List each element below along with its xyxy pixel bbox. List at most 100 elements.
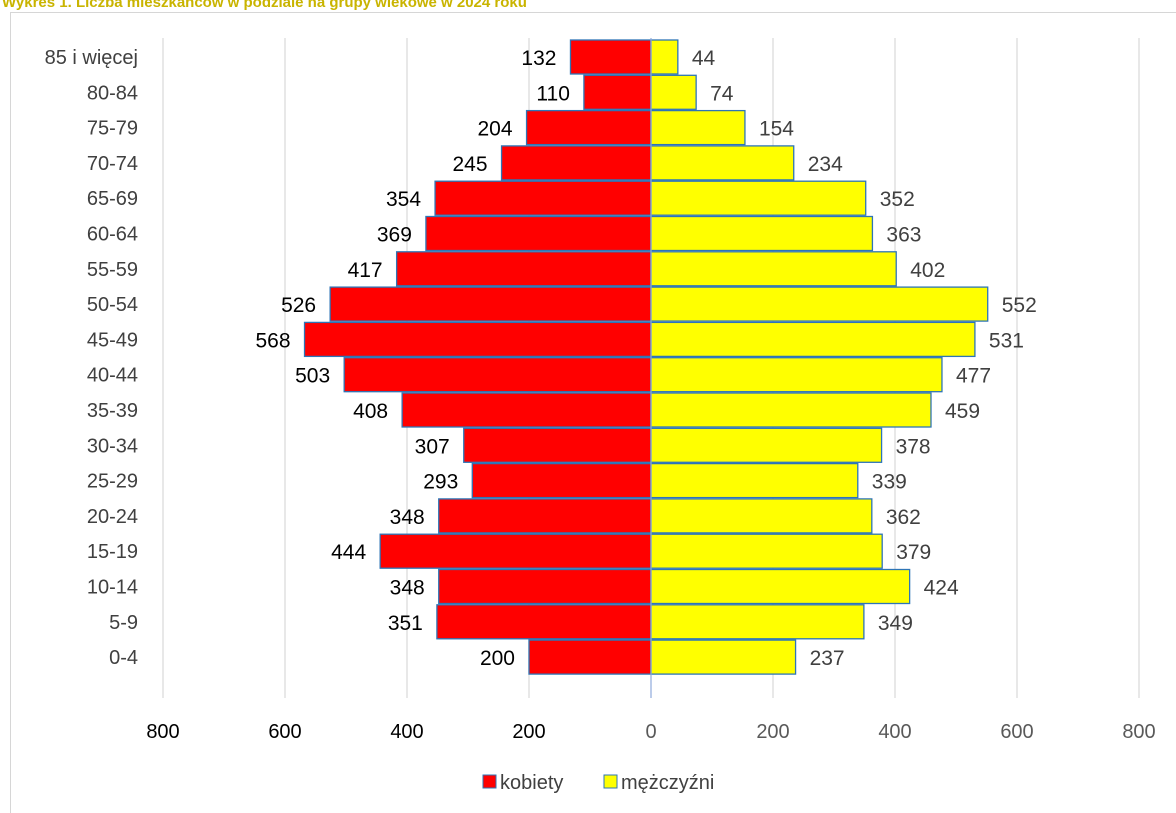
bar-mezczyzni bbox=[650, 462, 859, 499]
data-label-kobiety: 354 bbox=[386, 188, 421, 211]
legend-swatch-mezczyzni bbox=[603, 774, 618, 789]
data-label-mezczyzni: 237 bbox=[810, 647, 845, 670]
bar-mezczyzni bbox=[650, 74, 697, 110]
data-label-mezczyzni: 531 bbox=[989, 329, 1024, 352]
category-label: 35-39 bbox=[87, 400, 138, 422]
legend-label-kobiety: kobiety bbox=[500, 772, 563, 794]
data-label-mezczyzni: 363 bbox=[886, 224, 921, 247]
data-label-mezczyzni: 352 bbox=[880, 188, 915, 211]
bar-kobiety bbox=[379, 533, 652, 569]
category-label: 65-69 bbox=[87, 188, 138, 210]
data-label-kobiety: 348 bbox=[390, 506, 425, 529]
x-tick-label: 800 bbox=[146, 721, 179, 743]
bar-mezczyzni bbox=[650, 357, 943, 393]
data-label-kobiety: 526 bbox=[281, 294, 316, 317]
bar-mezczyzni bbox=[650, 39, 679, 75]
x-tick-label: 600 bbox=[268, 721, 301, 743]
bar-kobiety bbox=[329, 286, 652, 322]
data-label-kobiety: 200 bbox=[480, 647, 515, 670]
data-label-mezczyzni: 379 bbox=[896, 541, 931, 564]
x-axis-tick-labels: 800 600 400 200 0 200 400 600 800 bbox=[146, 721, 1155, 743]
category-label: 60-64 bbox=[87, 224, 138, 246]
bar-mezczyzni bbox=[650, 427, 883, 463]
category-label: 50-54 bbox=[87, 294, 138, 316]
bar-kobiety bbox=[303, 321, 652, 358]
data-label-mezczyzni: 362 bbox=[886, 506, 921, 529]
data-label-kobiety: 132 bbox=[521, 47, 556, 70]
category-label: 45-49 bbox=[87, 329, 138, 351]
data-label-kobiety: 417 bbox=[348, 259, 383, 282]
category-label: 80-84 bbox=[87, 82, 138, 104]
bar-kobiety bbox=[500, 145, 652, 181]
chart-header-title: Wykres 1. Liczba mieszkańców w podziale … bbox=[2, 0, 527, 11]
bar-kobiety bbox=[343, 357, 652, 393]
x-tick-label: 400 bbox=[390, 721, 423, 743]
x-tick-label: 0 bbox=[645, 721, 656, 743]
x-tick-label: 200 bbox=[512, 721, 545, 743]
legend-swatch-kobiety bbox=[482, 774, 497, 789]
bar-mezczyzni bbox=[650, 321, 976, 358]
data-label-mezczyzni: 44 bbox=[692, 47, 716, 70]
data-label-kobiety: 245 bbox=[453, 153, 488, 176]
category-label: 25-29 bbox=[87, 471, 138, 493]
category-labels: 85 i więcej 80-84 75-79 70-74 65-69 60-64 55-5… bbox=[45, 47, 138, 669]
data-label-kobiety: 351 bbox=[388, 612, 423, 635]
category-label: 20-24 bbox=[87, 506, 138, 528]
data-label-kobiety: 307 bbox=[415, 435, 450, 458]
x-tick-label: 800 bbox=[1122, 721, 1155, 743]
bar-mezczyzni bbox=[650, 180, 867, 216]
category-label: 75-79 bbox=[87, 118, 138, 140]
data-label-mezczyzni: 234 bbox=[808, 153, 843, 176]
category-label: 10-14 bbox=[87, 577, 138, 599]
chart-frame bbox=[10, 12, 1176, 813]
data-label-kobiety: 110 bbox=[536, 82, 569, 105]
data-label-kobiety: 369 bbox=[377, 224, 412, 247]
bar-mezczyzni bbox=[650, 286, 989, 322]
bar-mezczyzni bbox=[650, 392, 932, 428]
bar-kobiety bbox=[583, 74, 652, 110]
bar-kobiety bbox=[525, 109, 652, 146]
bar-kobiety bbox=[438, 568, 652, 605]
bar-kobiety bbox=[569, 39, 652, 75]
data-label-kobiety: 408 bbox=[353, 400, 388, 423]
data-label-mezczyzni: 349 bbox=[878, 612, 913, 635]
bar-kobiety bbox=[471, 462, 652, 499]
data-label-kobiety: 444 bbox=[331, 541, 366, 564]
data-label-mezczyzni: 402 bbox=[910, 259, 945, 282]
bar-kobiety bbox=[528, 639, 652, 675]
data-label-mezczyzni: 154 bbox=[759, 118, 794, 141]
bars bbox=[303, 38, 989, 698]
legend: kobiety mężczyźni bbox=[482, 772, 714, 794]
bar-kobiety bbox=[425, 215, 652, 252]
data-label-mezczyzni: 552 bbox=[1002, 294, 1037, 317]
bar-kobiety bbox=[395, 251, 652, 287]
category-label: 85 i więcej bbox=[45, 47, 138, 69]
bar-mezczyzni bbox=[650, 533, 883, 569]
x-tick-label: 400 bbox=[878, 721, 911, 743]
data-label-mezczyzni: 424 bbox=[924, 577, 959, 600]
category-label: 15-19 bbox=[87, 541, 138, 563]
bar-kobiety bbox=[436, 604, 652, 640]
bar-kobiety bbox=[434, 180, 652, 216]
bar-mezczyzni bbox=[650, 604, 865, 640]
data-label-kobiety: 568 bbox=[255, 329, 290, 352]
bar-mezczyzni bbox=[650, 215, 874, 252]
data-label-mezczyzni: 74 bbox=[710, 82, 734, 105]
bar-mezczyzni bbox=[650, 109, 746, 146]
legend-label-mezczyzni: mężczyźni bbox=[621, 772, 714, 794]
data-label-mezczyzni: 477 bbox=[956, 365, 991, 388]
data-label-kobiety: 503 bbox=[295, 365, 330, 388]
data-label-kobiety: 293 bbox=[423, 471, 458, 494]
category-label: 0-4 bbox=[109, 647, 138, 669]
x-tick-label: 600 bbox=[1000, 721, 1033, 743]
bar-mezczyzni bbox=[650, 568, 911, 605]
bar-kobiety bbox=[401, 392, 652, 428]
bar-kobiety bbox=[463, 427, 652, 463]
bar-mezczyzni bbox=[650, 251, 897, 287]
data-label-mezczyzni: 339 bbox=[872, 471, 907, 494]
data-label-mezczyzni: 459 bbox=[945, 400, 980, 423]
bar-mezczyzni bbox=[650, 145, 795, 181]
category-label: 70-74 bbox=[87, 153, 138, 175]
bar-mezczyzni bbox=[650, 639, 797, 675]
bar-kobiety bbox=[438, 498, 652, 534]
